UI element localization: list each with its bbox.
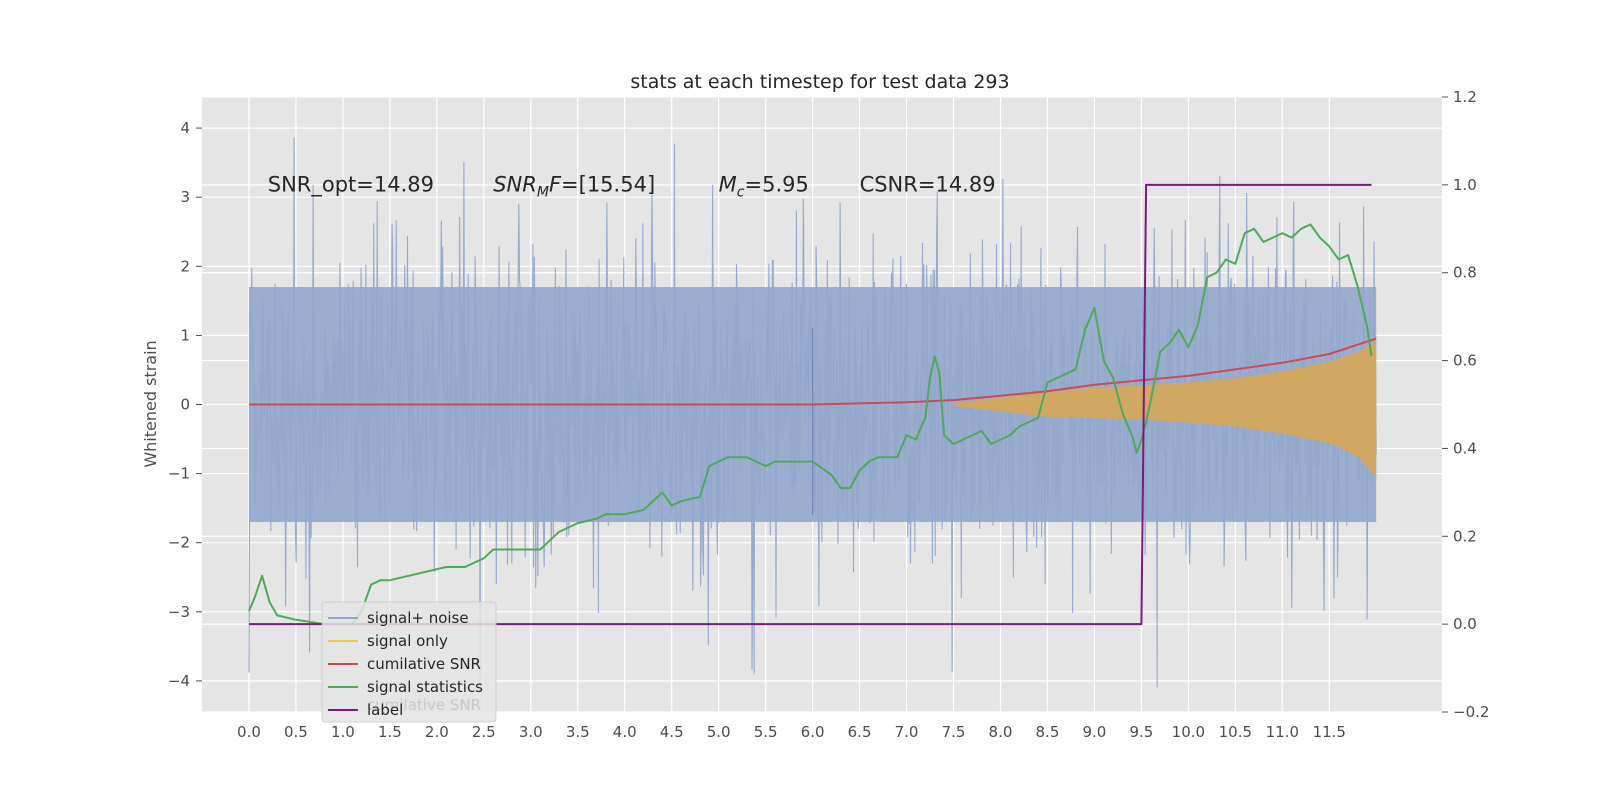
- cumilative-snr-line: [249, 337, 1377, 406]
- x-tick-label: 4.5: [660, 723, 684, 741]
- legend: cumilative SNR signal+ noise signal only cu…: [321, 601, 497, 723]
- x-tick-label: 4.0: [613, 723, 637, 741]
- y-tick-label: 3: [180, 188, 190, 206]
- x-tick-label: 11.0: [1266, 723, 1299, 741]
- y-tick-label: −1: [168, 465, 190, 483]
- signal-statistics-line: [248, 223, 1373, 626]
- x-tick-label: 6.0: [801, 723, 825, 741]
- legend-label: label: [367, 701, 403, 719]
- y-tick-label: 0: [180, 396, 190, 414]
- x-tick-label: 2.5: [472, 723, 496, 741]
- y2-tick-label: 1.0: [1453, 176, 1477, 194]
- annotations: SNR_opt=14.89 SNRMF=[15.54] Mc=5.95 CSNR=14…: [268, 172, 996, 200]
- x-tick-label: 3.0: [519, 723, 543, 741]
- y2-tick-label: −0.2: [1453, 703, 1489, 721]
- x-tick-label: 7.5: [942, 723, 966, 741]
- x-tick-label: 8.5: [1036, 723, 1060, 741]
- x-tick-label: 2.0: [425, 723, 449, 741]
- y-tick-label: 2: [180, 257, 190, 275]
- axes: 0.0 0.5 1.0 1.5 2.0 2.5 3.0 3.5 4.0 4.5 5.0 5.5 6.0 6…: [168, 88, 1490, 741]
- y2-tick-label: 0.4: [1453, 439, 1477, 457]
- signal-only-envelope: [953, 340, 1377, 478]
- legend-box: [321, 601, 497, 723]
- label-line: [249, 183, 1372, 626]
- annotation-snr-mf: SNRMF=[15.54]: [493, 172, 655, 200]
- annotation-mc: Mc=5.95: [719, 172, 809, 200]
- x-tick-label: 9.0: [1082, 723, 1106, 741]
- y2-tick-label: 0.0: [1453, 615, 1477, 633]
- y-axis-label: Whitened strain: [141, 340, 160, 467]
- y-tick-label: −2: [168, 534, 190, 552]
- x-tick-label: 1.5: [378, 723, 402, 741]
- x-tick-label: 0.5: [284, 723, 308, 741]
- x-tick-label: 5.5: [754, 723, 778, 741]
- y2-tick-label: 0.6: [1453, 352, 1477, 370]
- y2-tick-label: 0.8: [1453, 264, 1477, 282]
- x-tick-label: 7.0: [895, 723, 919, 741]
- legend-label: signal+ noise: [367, 609, 469, 627]
- y2-tick-label: 0.2: [1453, 527, 1477, 545]
- x-tick-label: 9.5: [1129, 723, 1153, 741]
- legend-label: cumilative SNR: [367, 655, 481, 673]
- annotation-snr-opt: SNR_opt=14.89: [268, 172, 434, 197]
- legend-label: signal statistics: [367, 678, 483, 696]
- y-tick-label: 1: [180, 326, 190, 344]
- x-tick-label: 5.0: [707, 723, 731, 741]
- x-tick-label: 6.5: [848, 723, 872, 741]
- y2-tick-label: 1.2: [1453, 88, 1477, 106]
- x-tick-label: 10.5: [1219, 723, 1252, 741]
- y-tick-label: −4: [168, 672, 190, 690]
- x-tick-label: 11.5: [1313, 723, 1346, 741]
- x-tick-label: 1.0: [331, 723, 355, 741]
- plot-series: [248, 137, 1377, 688]
- chart-title: stats at each timestep for test data 293: [630, 71, 1009, 93]
- x-tick-label: 0.0: [237, 723, 261, 741]
- legend-label: signal only: [367, 632, 448, 650]
- annotation-csnr: CSNR=14.89: [860, 172, 996, 196]
- y-tick-label: −3: [168, 603, 190, 621]
- legend-ghost-text: cumilative SNR: [367, 696, 481, 714]
- x-tick-label: 10.0: [1172, 723, 1205, 741]
- x-tick-label: 8.0: [989, 723, 1013, 741]
- y-tick-label: 4: [180, 119, 190, 137]
- x-tick-label: 3.5: [566, 723, 590, 741]
